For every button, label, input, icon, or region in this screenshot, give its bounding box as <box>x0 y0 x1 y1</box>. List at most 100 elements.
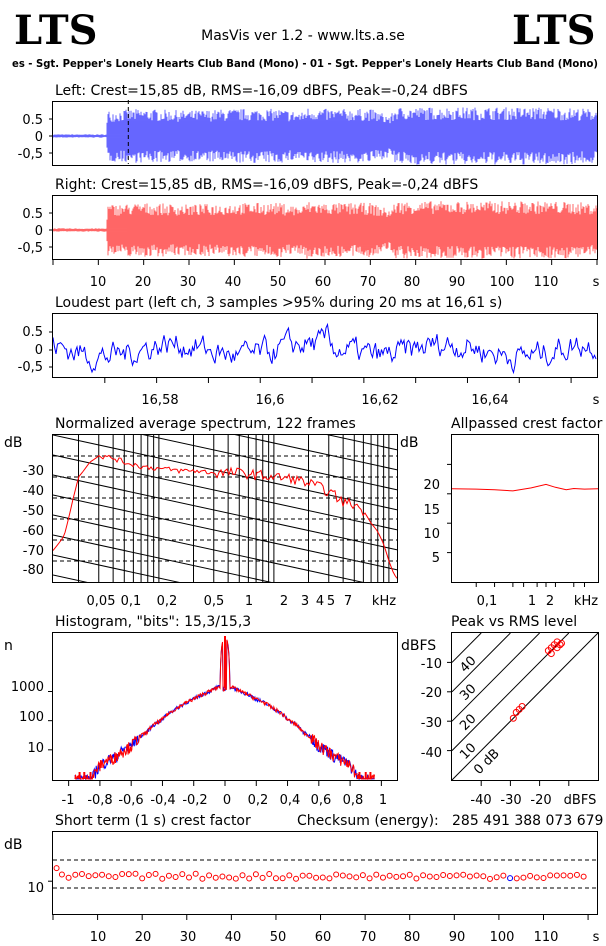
pvr-frame <box>451 632 599 781</box>
stc-point <box>366 875 373 882</box>
stc-point <box>319 874 326 881</box>
spectrum-xtick-label: 0,5 <box>204 594 225 609</box>
stc-point <box>333 871 340 878</box>
loudest-part-xticks <box>104 378 572 383</box>
stc-point <box>553 872 560 879</box>
spectrum-xtick-label: 2 <box>280 594 288 609</box>
pvr-points <box>509 638 565 722</box>
stc-point <box>125 871 132 878</box>
stc-point <box>507 875 514 882</box>
histogram-x-labels: -1 -0,8 -0,6 -0,4 -0,2 0 0,2 0,4 0,6 0,8… <box>62 793 388 808</box>
stc-point <box>293 875 300 882</box>
spectrum-slope-line <box>142 435 398 491</box>
stc-xtick-label: 80 <box>404 930 421 945</box>
pvr-point <box>509 714 517 722</box>
spectrum-panel: Normalized average spectrum, 122 frames … <box>4 416 398 609</box>
right-ytick-label: -0,5 <box>18 241 43 256</box>
spectrum-ytick-label: -60 <box>23 524 44 539</box>
histogram-ticks <box>48 691 382 786</box>
stc-xtick-label: 30 <box>180 930 197 945</box>
loudest-part-yticks <box>49 331 53 368</box>
time-tick-label: 40 <box>225 275 242 290</box>
loudest-xtick-label: 16,62 <box>361 393 398 408</box>
allpassed-crest-curve <box>451 483 599 492</box>
stc-point <box>119 871 126 878</box>
stc-point <box>500 872 507 879</box>
stc-point <box>192 870 199 877</box>
logo-left: LTS <box>14 7 98 54</box>
stc-point <box>513 875 520 882</box>
right-waveform-signal <box>52 201 598 259</box>
diagonal-label: 40 <box>457 654 479 676</box>
histogram-xtick-label: -0,2 <box>182 793 207 808</box>
stc-point <box>567 872 574 879</box>
time-tick-label: 80 <box>404 275 421 290</box>
stc-point <box>279 875 286 882</box>
stc-point <box>580 873 587 880</box>
spectrum-x-labels: 0,05 0,1 0,2 0,5 1 2 3 4 5 7 kHz <box>87 594 397 609</box>
histogram-clip-markers <box>78 772 372 779</box>
stc-point <box>540 875 547 882</box>
stc-point <box>520 874 527 881</box>
spectrum-xtick-label: 5 <box>327 594 335 609</box>
crest-ytick-label: 10 <box>423 527 440 542</box>
stc-xtick-label: 70 <box>360 930 377 945</box>
stc-point <box>78 870 85 877</box>
spectrum-slope-line <box>53 554 180 582</box>
pvr-point <box>518 703 526 710</box>
spectrum-x-unit: kHz <box>372 594 396 609</box>
spectrum-ytick-label: -70 <box>23 544 44 559</box>
left-waveform-title: Left: Crest=15,85 dB, RMS=-16,09 dBFS, P… <box>55 83 468 99</box>
stc-point <box>212 874 219 881</box>
histogram-xtick-label: 0,8 <box>343 793 364 808</box>
stc-point <box>379 874 386 881</box>
left-ytick-label: -0,5 <box>18 147 43 162</box>
time-tick-label: 110 <box>534 275 559 290</box>
left-ytick-label: 0.5 <box>22 113 43 128</box>
pvr-ytick-label: -10 <box>421 657 442 672</box>
diagonal-label: 30 <box>457 682 479 704</box>
time-tick-label: 10 <box>90 275 107 290</box>
loudest-part-title: Loudest part (left ch, 3 samples >95% du… <box>55 295 502 311</box>
pvr-xtick-label: -20 <box>530 793 551 808</box>
stc-point <box>72 871 79 878</box>
checksum-value: 285 491 388 073 679 <box>452 813 603 829</box>
crest-ytick-labels: 20 15 10 5 <box>423 478 440 566</box>
stc-xtick-label: 110 <box>534 930 559 945</box>
right-waveform-panel: Right: Crest=15,85 dB, RMS=-16,09 dBFS, … <box>18 177 600 290</box>
stc-point <box>473 872 480 879</box>
logo-right: LTS <box>512 7 596 54</box>
peak-vs-rms-panel: Peak vs RMS level dBFS -10 -20 -30 -40 4… <box>401 614 599 808</box>
stc-point <box>486 875 493 882</box>
track-title: es - Sgt. Pepper's Lonely Hearts Club Ba… <box>12 58 598 70</box>
loudest-ytick-label: 0.5 <box>22 325 43 340</box>
histogram-panel: Histogram, "bits": 15,3/15,3 n 1000 100 … <box>4 614 398 808</box>
stc-point <box>132 870 139 877</box>
stc-point <box>446 872 453 879</box>
left-ytick-label: 0 <box>35 130 43 145</box>
loudest-xtick-label: 16,58 <box>141 393 178 408</box>
stc-point <box>339 872 346 879</box>
peak-vs-rms-ylabel: dBFS <box>401 638 436 654</box>
pvr-ytick-label: -30 <box>421 716 442 731</box>
spectrum-slope-line <box>53 454 398 531</box>
loudest-part-signal <box>52 322 597 375</box>
right-ytick-label: 0 <box>35 224 43 239</box>
crest-xtick-label: 2 <box>546 594 554 609</box>
short-term-crest-panel: Short term (1 s) crest factor Checksum (… <box>4 813 603 945</box>
short-term-crest-title: Short term (1 s) crest factor <box>55 813 251 829</box>
stc-point <box>252 871 259 878</box>
time-axis-labels: 10 20 30 40 50 60 70 80 90 100 110 s <box>90 275 600 290</box>
stc-point <box>306 872 313 879</box>
stc-xtick-label: 20 <box>135 930 152 945</box>
time-unit-label: s <box>593 275 600 290</box>
pvr-point <box>556 641 564 649</box>
stc-point <box>266 870 273 877</box>
right-waveform-title: Right: Crest=15,85 dB, RMS=-16,09 dBFS, … <box>55 177 478 193</box>
histogram-ylabel: n <box>4 638 13 654</box>
spectrum-slope-line <box>53 494 398 571</box>
diagonal-label: 10 <box>457 741 479 763</box>
pvr-x-unit: dBFS <box>564 793 597 808</box>
spectrum-slope-line <box>53 534 272 582</box>
